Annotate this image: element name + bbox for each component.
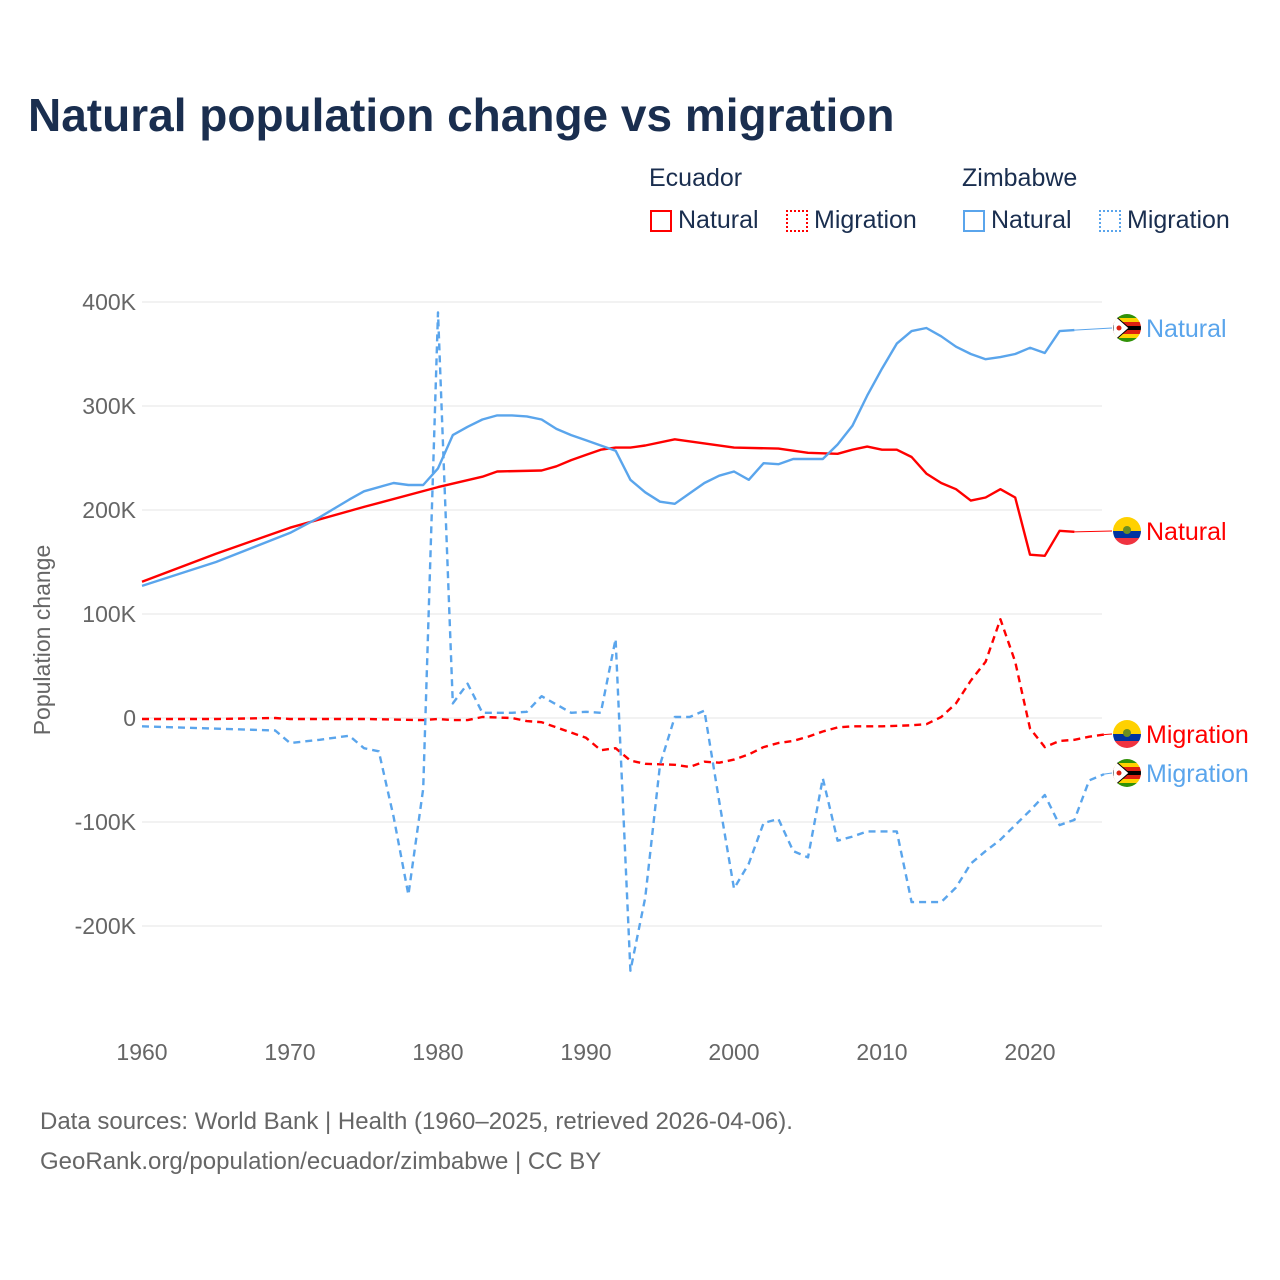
legend-label: Natural bbox=[991, 206, 1072, 234]
zimbabwe-natural-line bbox=[141, 326, 1075, 588]
y-tick-label: 300K bbox=[82, 393, 136, 419]
ecuador-migration-label-connector bbox=[1103, 733, 1113, 736]
ecuador-flag-icon bbox=[1113, 517, 1141, 545]
footer-sources: Data sources: World Bank | Health (1960–… bbox=[40, 1108, 793, 1135]
y-tick-label: 100K bbox=[82, 601, 136, 627]
x-tick-label: 2020 bbox=[1004, 1039, 1055, 1065]
ecuador-migration-end-label: Migration bbox=[1146, 721, 1249, 749]
legend-swatch bbox=[786, 209, 808, 232]
zimbabwe-migration-label-connector bbox=[1103, 772, 1113, 775]
x-tick-label: 1990 bbox=[560, 1039, 611, 1065]
legend-zimbabwe-migration[interactable]: Migration bbox=[1099, 206, 1230, 235]
legend-ecuador-migration[interactable]: Migration bbox=[786, 206, 917, 235]
ecuador-natural-end-label: Natural bbox=[1146, 518, 1227, 546]
legend-swatch bbox=[650, 209, 672, 232]
legend-label: Migration bbox=[1127, 206, 1230, 234]
zimbabwe-natural-label-connector bbox=[1074, 327, 1113, 331]
y-tick-label: -200K bbox=[75, 913, 137, 939]
legend-group-zimbabwe: Zimbabwe bbox=[962, 164, 1078, 192]
ecuador-natural-label-connector bbox=[1074, 530, 1113, 533]
x-tick-label: 1980 bbox=[412, 1039, 463, 1065]
y-tick-label: 0 bbox=[123, 705, 136, 731]
legend-label: Migration bbox=[814, 206, 917, 234]
ecuador-flag-icon bbox=[1113, 720, 1141, 748]
zimbabwe-flag-icon bbox=[1113, 759, 1141, 787]
legend-swatch bbox=[1099, 209, 1121, 232]
footer-link[interactable]: GeoRank.org/population/ecuador/zimbabwe … bbox=[40, 1148, 602, 1175]
x-tick-label: 2000 bbox=[708, 1039, 759, 1065]
legend-ecuador-natural[interactable]: Natural bbox=[650, 206, 759, 235]
zimbabwe-migration-end-label: Migration bbox=[1146, 760, 1249, 788]
zimbabwe-flag-icon bbox=[1113, 314, 1141, 342]
legend-zimbabwe-natural[interactable]: Natural bbox=[963, 206, 1072, 235]
chart-title: Natural population change vs migration bbox=[28, 89, 895, 141]
x-tick-label: 1970 bbox=[264, 1039, 315, 1065]
legend-label: Natural bbox=[678, 206, 759, 234]
zimbabwe-migration-line bbox=[141, 311, 1105, 972]
x-tick-label: 1960 bbox=[116, 1039, 167, 1065]
ecuador-migration-line bbox=[142, 618, 1105, 769]
y-tick-label: 200K bbox=[82, 497, 136, 523]
legend-swatch bbox=[963, 209, 985, 232]
ecuador-natural-line bbox=[141, 438, 1075, 583]
y-tick-label: -100K bbox=[75, 809, 137, 835]
zimbabwe-natural-end-label: Natural bbox=[1146, 315, 1227, 343]
y-tick-label: 400K bbox=[82, 289, 136, 315]
x-tick-label: 2010 bbox=[856, 1039, 907, 1065]
y-axis-label: Population change bbox=[29, 545, 55, 736]
legend-group-ecuador: Ecuador bbox=[649, 164, 743, 192]
